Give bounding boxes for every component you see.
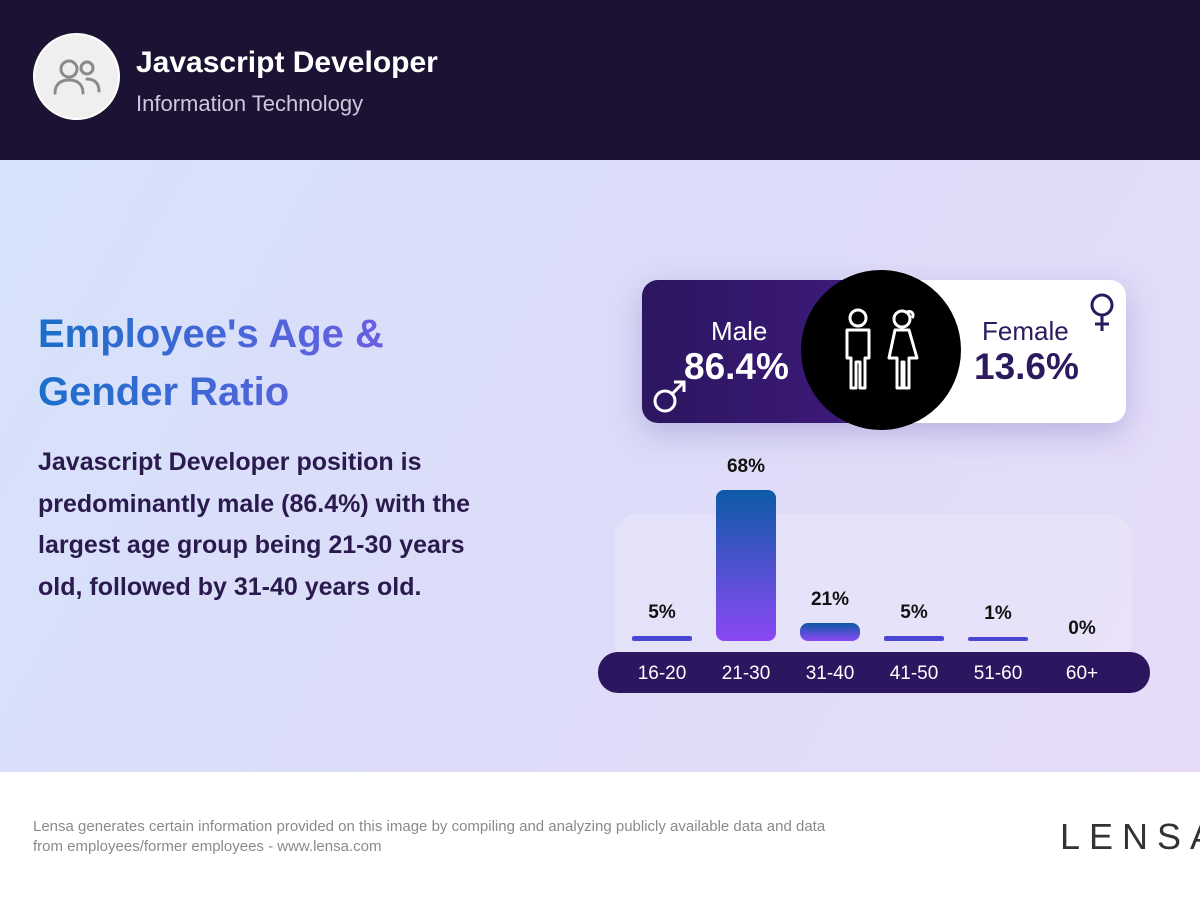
value-label: 0% xyxy=(1068,618,1096,639)
value-label: 68% xyxy=(726,456,766,477)
section-title: Employee's Age & Gender Ratio xyxy=(38,305,458,421)
disclaimer: Lensa generates certain information prov… xyxy=(33,818,826,855)
female-symbol-icon xyxy=(1090,293,1114,331)
lensa-logo: LENSA xyxy=(1060,816,1200,857)
category-label: 31-40 xyxy=(805,663,855,684)
section-description: Javascript Developer position is predomi… xyxy=(38,448,471,601)
bar-31-40 xyxy=(800,622,860,641)
value-label: 5% xyxy=(648,602,676,624)
category-label: 21-30 xyxy=(721,663,771,684)
male-label: Male xyxy=(711,316,768,346)
category-label: 16-20 xyxy=(637,663,687,684)
age-axis xyxy=(598,652,1150,693)
category-label: 60+ xyxy=(1065,663,1099,684)
users-icon xyxy=(53,59,100,94)
female-label: Female xyxy=(982,316,1069,346)
category-label: 41-50 xyxy=(889,663,939,684)
avatar xyxy=(33,33,120,120)
value-label: 5% xyxy=(900,602,928,624)
category-label: 51-60 xyxy=(973,663,1023,684)
value-label: 1% xyxy=(984,602,1012,624)
job-category: Information Technology xyxy=(136,91,364,116)
chart-background xyxy=(614,514,1132,664)
footer xyxy=(0,772,1200,900)
bar-16-20 xyxy=(632,636,692,641)
people-circle xyxy=(801,270,961,430)
bar-41-50 xyxy=(884,636,944,641)
bar-21-30 xyxy=(716,490,776,641)
male-value: 86.4% xyxy=(684,346,789,387)
female-value: 13.6% xyxy=(974,346,1079,387)
bar-51-60 xyxy=(968,636,1028,641)
boy-girl-icon xyxy=(845,308,919,390)
job-title: Javascript Developer xyxy=(136,46,438,79)
header: Javascript Developer Information Technol… xyxy=(0,0,1200,160)
value-label: 21% xyxy=(810,588,850,610)
male-symbol-icon xyxy=(653,380,686,413)
